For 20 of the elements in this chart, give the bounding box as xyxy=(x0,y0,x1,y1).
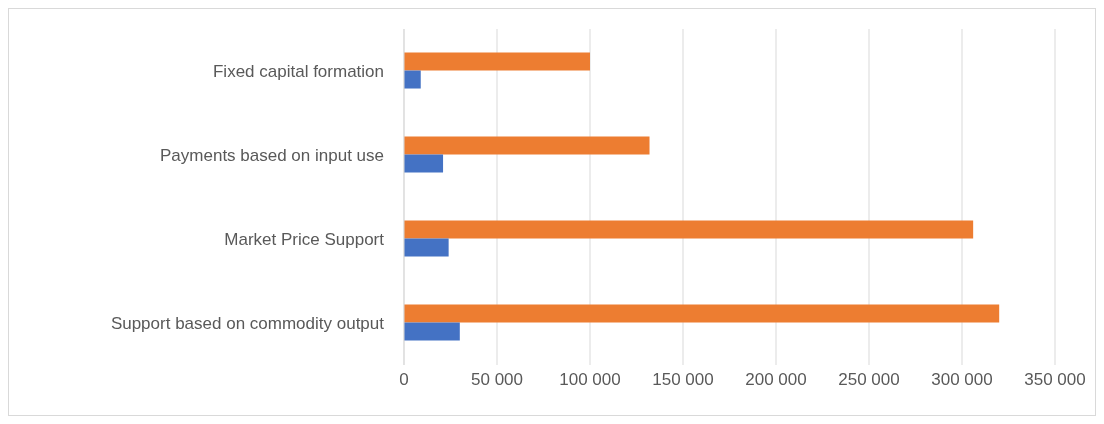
y-tick-label: Support based on commodity output xyxy=(110,314,385,334)
bar xyxy=(404,220,974,239)
x-tick-label: 250 000 xyxy=(838,370,900,390)
x-tick-label: 350 000 xyxy=(1024,370,1086,390)
bar xyxy=(404,136,650,155)
y-tick-label: Fixed capital formation xyxy=(212,62,384,82)
y-tick-label: Payments based on input use xyxy=(160,146,384,166)
x-tick-label: 0 xyxy=(399,370,409,390)
bar xyxy=(404,154,444,173)
x-tick-label: 50 000 xyxy=(471,370,523,390)
y-tick-label: Market Price Support xyxy=(224,230,385,250)
bar xyxy=(404,238,449,257)
bar xyxy=(404,322,460,341)
x-tick-label: 100 000 xyxy=(559,370,621,390)
x-tick-label: 200 000 xyxy=(745,370,807,390)
x-tick-label: 300 000 xyxy=(931,370,993,390)
bar xyxy=(404,70,421,89)
bar xyxy=(404,304,1000,323)
bar xyxy=(404,52,590,71)
x-tick-label: 150 000 xyxy=(652,370,714,390)
